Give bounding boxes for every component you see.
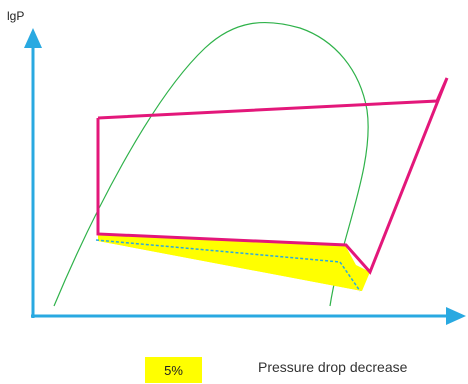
y-axis-label: lgP: [7, 9, 25, 23]
pressure-drop-highlight-lower: [98, 234, 370, 291]
reduced-cycle-line: [95, 239, 361, 292]
refrigeration-cycle: [96, 77, 449, 275]
legend-description: Pressure drop decrease: [258, 359, 408, 375]
x-axis-arrowhead: [446, 307, 466, 325]
legend-percent: 5%: [164, 362, 183, 378]
saturation-curve: [53, 21, 369, 307]
legend-swatch: 5%: [145, 357, 202, 383]
y-axis-arrowhead: [24, 28, 42, 48]
